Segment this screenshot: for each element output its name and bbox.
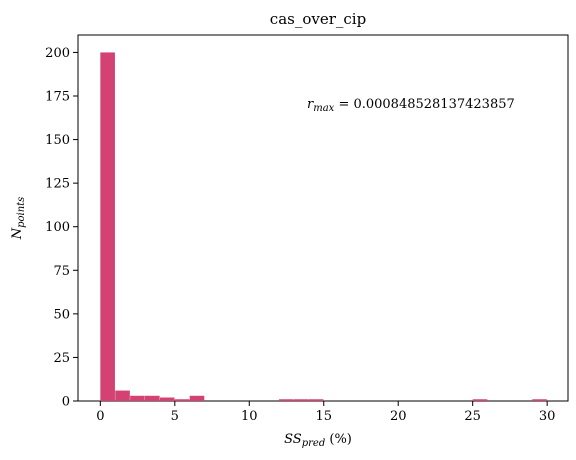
histogram-bar-11: [532, 399, 547, 401]
y-axis-label: Npoints: [10, 197, 27, 241]
histogram-bar-3: [145, 395, 160, 401]
histogram-bar-6: [189, 395, 205, 401]
chart-title: cas_over_cip: [270, 10, 366, 28]
y-tick-label: 75: [53, 264, 70, 279]
y-tick-label: 25: [53, 351, 70, 366]
histogram-bar-10: [472, 399, 488, 401]
y-tick-label: 0: [62, 395, 70, 410]
plot-area-frame: [77, 34, 569, 402]
y-tick-label: 50: [53, 307, 70, 322]
histogram-bar-2: [130, 395, 145, 401]
y-tick-label: 125: [45, 177, 70, 192]
x-tick-label: 10: [241, 409, 258, 424]
y-axis-ticks: 0 25 50 75 100 125 150 175 200: [45, 46, 78, 410]
y-tick-label: 175: [45, 90, 70, 105]
x-tick-label: 0: [96, 409, 104, 424]
annotation-rmax: rmax = 0.000848528137423857: [307, 97, 515, 114]
histogram-bar-5: [174, 399, 190, 401]
x-tick-label: 15: [315, 409, 332, 424]
y-tick-label: 200: [45, 46, 70, 61]
histogram-bar-8: [293, 399, 309, 401]
x-tick-label: 30: [539, 409, 556, 424]
histogram-bar-4: [159, 397, 175, 401]
x-tick-label: 5: [171, 409, 179, 424]
histogram-bar-1: [115, 390, 130, 401]
histogram-bar-0: [100, 52, 115, 402]
x-axis-ticks: 0 5 10 15 20 25 30: [96, 401, 555, 424]
x-tick-label: 25: [464, 409, 481, 424]
bars-group: [100, 52, 547, 402]
x-tick-label: 20: [390, 409, 407, 424]
y-tick-label: 150: [45, 133, 70, 148]
x-axis-label: SSpred (%): [284, 432, 352, 449]
histogram-bar-7: [279, 399, 294, 401]
y-tick-label: 100: [45, 220, 70, 235]
histogram-bar-9: [308, 399, 324, 401]
